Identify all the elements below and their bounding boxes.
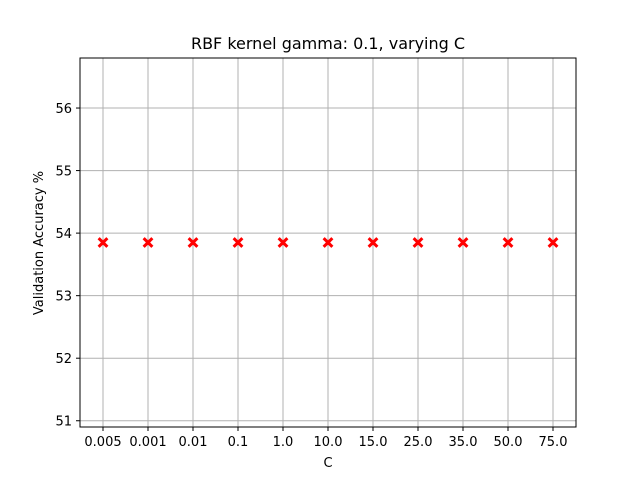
x-tick-label: 25.0 [404,435,433,450]
data-point-marker [187,237,199,248]
data-point-marker [322,237,334,248]
y-tick-label: 54 [55,227,72,242]
data-point-marker [412,237,424,248]
data-point-marker [457,237,469,248]
y-tick-label: 51 [55,415,72,430]
y-tick-label: 52 [55,352,72,367]
y-tick-label: 55 [55,165,72,180]
data-point-marker [232,237,244,248]
x-axis-label: C [323,456,332,471]
data-point-marker [547,237,559,248]
x-tick-label: 0.1 [228,435,249,450]
data-point-marker [502,237,514,248]
x-tick-label: 0.005 [84,435,121,450]
x-axis-ticks: 0.005 0.001 0.01 0.1 1.0 10.0 15.0 25.0 35.0 50.0… [84,427,567,450]
x-tick-label: 50.0 [494,435,523,450]
data-points [97,237,559,248]
x-tick-label: 0.01 [179,435,208,450]
x-tick-label: 75.0 [539,435,568,450]
x-tick-label: 1.0 [273,435,294,450]
y-tick-label: 53 [55,290,72,305]
data-point-marker [142,237,154,248]
x-tick-label: 15.0 [359,435,388,450]
x-tick-label: 10.0 [314,435,343,450]
x-tick-label: 0.001 [129,435,166,450]
y-axis-label: Validation Accuracy % [32,171,47,315]
y-tick-label: 56 [55,102,72,117]
y-axis-ticks: 51 52 53 54 55 56 [55,102,80,430]
data-point-marker [277,237,289,248]
chart-title: RBF kernel gamma: 0.1, varying C [191,34,465,53]
data-point-marker [367,237,379,248]
data-point-marker [97,237,109,248]
x-tick-label: 35.0 [449,435,478,450]
